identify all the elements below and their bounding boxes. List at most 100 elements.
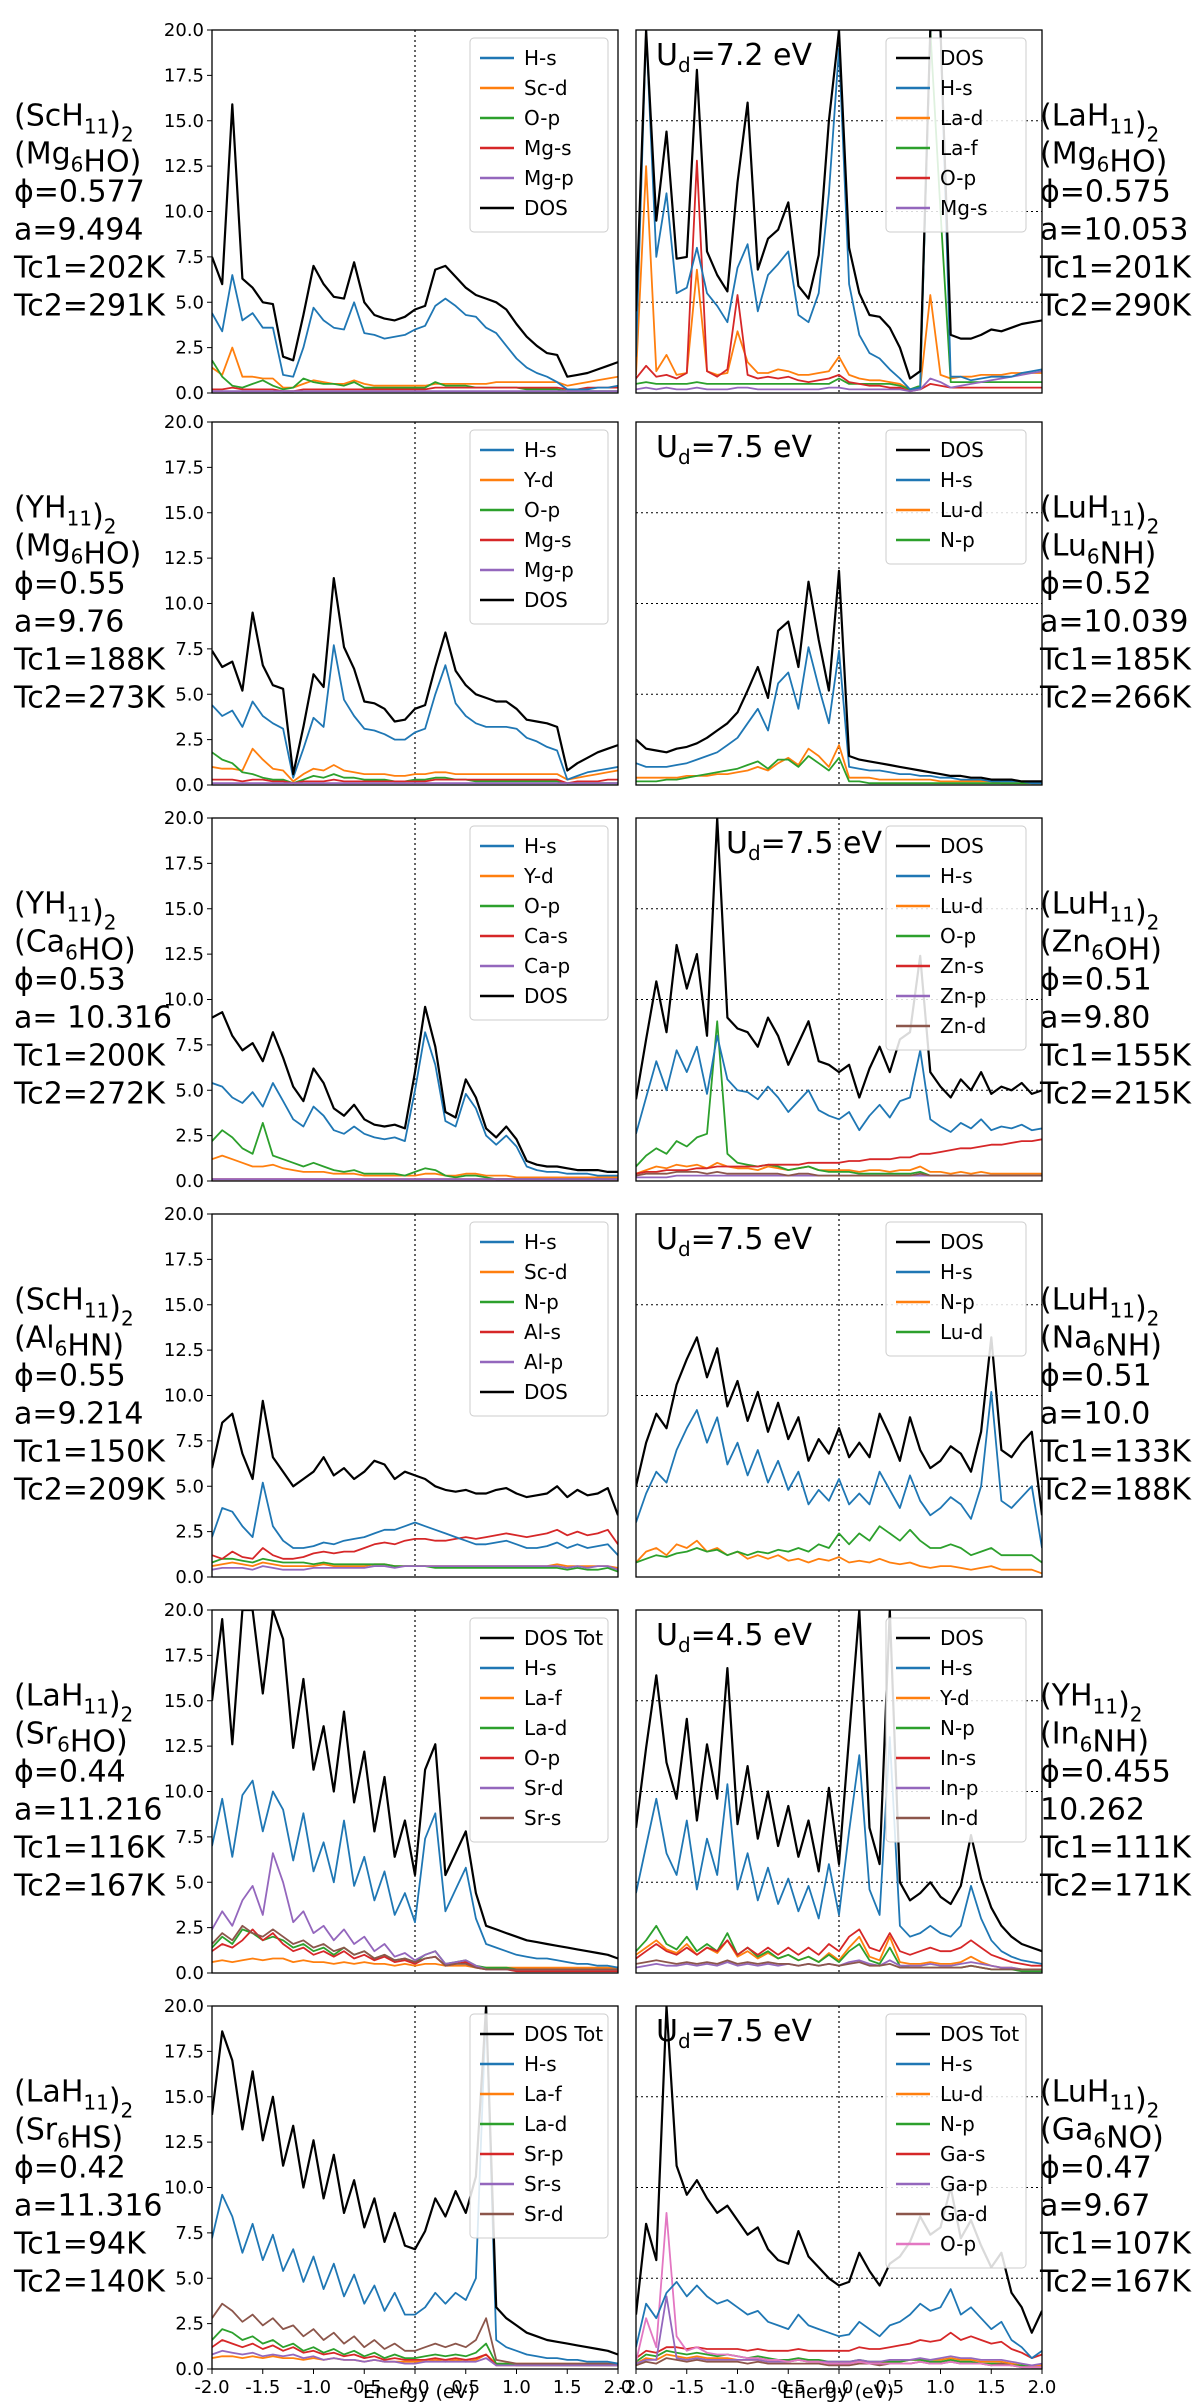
legend-entry: Sr-s	[524, 2172, 561, 2196]
y-tick-label: 10.0	[164, 990, 204, 1011]
side-label-line: a=9.214	[14, 1397, 143, 1432]
x-tick-label: 1.0	[926, 2377, 955, 2398]
legend-entry: O-p	[524, 498, 560, 522]
side-label-line: Tc1=201K	[1039, 251, 1192, 286]
legend-entry: DOS	[940, 1626, 984, 1650]
series-line-o-p	[212, 751, 618, 785]
y-tick-label: 0.0	[175, 1963, 204, 1984]
y-tick-label: 20.0	[164, 1600, 204, 1621]
series-line-n-p	[636, 1539, 1042, 1575]
panels-layer: 0.0 2.5 5.0 7.5 10.0 12.5 15.0 17.5 20.0 H-s Sc-d O…	[13, 20, 1192, 2398]
y-tick-label: 2.5	[175, 338, 204, 359]
legend-entry: Zn-s	[940, 954, 984, 978]
legend-entry: H-s	[524, 834, 557, 858]
legend-entry: O-p	[940, 166, 976, 190]
side-label-line: a=10.0	[1040, 1397, 1150, 1432]
y-tick-label: 10.0	[164, 1386, 204, 1407]
side-label-line: Tc1=200K	[13, 1039, 166, 1074]
series-line-dos	[212, 1399, 618, 1516]
plot-frame	[635, 29, 1043, 394]
y-tick-label: 12.5	[164, 1736, 204, 1757]
plot-frame	[635, 1609, 1043, 1974]
y-tick-label: 17.5	[164, 853, 204, 874]
legend-entry: Y-d	[939, 1686, 970, 1710]
side-label-line: Tc1=150K	[13, 1435, 166, 1470]
side-label-line: ϕ=0.53	[14, 963, 126, 998]
legend-entry: DOS	[940, 438, 984, 462]
side-label-line: Tc2=291K	[13, 289, 166, 324]
y-tick-label: 20.0	[164, 808, 204, 829]
legend-entry: Zn-d	[940, 1014, 986, 1038]
dos-panel-r6-right: -2.0 -1.5 -1.0 -0.5 0.0 0.5 1.0 1.5 2.0 Ud=7.5 eV…	[618, 2005, 1192, 2398]
y-tick-label: 0.0	[175, 1171, 204, 1192]
y-tick-label: 7.5	[175, 639, 204, 660]
legend-entry: Mg-s	[524, 136, 572, 160]
series-line-ga-p	[636, 2295, 1042, 2367]
legend-entry: Zn-p	[940, 984, 986, 1008]
legend-entry: H-s	[524, 438, 557, 462]
legend: DOS H-s Y-d N-p In-s In-p In-d	[885, 1617, 1027, 1843]
plot-frame	[635, 817, 1043, 1182]
legend-entry: Al-p	[524, 1350, 563, 1374]
side-label-line: ϕ=0.42	[14, 2151, 126, 2186]
y-tick-label: 12.5	[164, 944, 204, 965]
side-label-line: a=10.039	[1040, 605, 1189, 640]
side-label-line: Tc2=266K	[1039, 681, 1192, 716]
legend-entry: N-p	[940, 528, 975, 552]
side-label-line: (Ga6NO)	[1040, 2113, 1164, 2156]
y-tick-label: 15.0	[164, 2087, 204, 2108]
plot-frame	[635, 421, 1043, 786]
y-tick-label: 15.0	[164, 503, 204, 524]
legend-box	[885, 37, 1027, 233]
series-line-dos-tot	[212, 1610, 618, 1960]
side-label-line: Tc1=155K	[1039, 1039, 1192, 1074]
series-line-h-s	[212, 1031, 618, 1177]
legend-entry: O-p	[940, 2232, 976, 2256]
legend-entry: DOS Tot	[524, 1626, 603, 1650]
legend-box	[885, 1617, 1027, 1843]
side-label-line: ϕ=0.55	[14, 1359, 126, 1394]
dos-panel-r1-left: 0.0 2.5 5.0 7.5 10.0 12.5 15.0 17.5 20.0 H-s Sc-d O…	[13, 20, 619, 404]
legend-entry: N-p	[940, 1290, 975, 1314]
legend-entry: La-f	[524, 2082, 563, 2106]
y-tick-label: 5.0	[175, 1080, 204, 1101]
series-line-sc-d	[212, 346, 618, 389]
y-tick-label: 17.5	[164, 1249, 204, 1270]
legend-entry: Sc-d	[524, 76, 568, 100]
y-tick-label: 20.0	[164, 20, 204, 41]
side-label-line: ϕ=0.455	[1040, 1755, 1171, 1790]
series-line-h-s	[636, 2280, 1042, 2360]
legend: H-s Sc-d O-p Mg-s Mg-p DOS	[469, 37, 609, 233]
side-label-line: Tc2=272K	[13, 1077, 166, 1112]
side-label-line: Tc1=202K	[13, 251, 166, 286]
x-tick-label: 1.5	[553, 2377, 582, 2398]
series-line-y-d	[212, 1154, 618, 1179]
legend-entry: H-s	[524, 2052, 557, 2076]
dos-panel-r4-left: 0.0 2.5 5.0 7.5 10.0 12.5 15.0 17.5 20.0 H-s Sc-d N…	[13, 1204, 619, 1588]
legend: DOS H-s La-d La-f O-p Mg-s	[885, 37, 1027, 233]
series-line-h-s	[636, 1736, 1042, 1965]
series-line-h-s	[212, 1481, 618, 1556]
legend-entry: Ga-s	[940, 2142, 985, 2166]
y-tick-label: 2.5	[175, 730, 204, 751]
series-line-n-p	[636, 755, 1042, 785]
legend-box	[469, 1617, 609, 1843]
plot-frame	[635, 1213, 1043, 1578]
series-line-al-p	[212, 1565, 618, 1571]
x-tick-label: -1.5	[245, 2377, 280, 2398]
dos-panel-r4-right: Ud=7.5 eV DOS H-s N-p Lu-d (LuH11)2(Na6NH)ϕ=0…	[635, 1213, 1192, 1578]
dos-panel-r3-right: Ud=7.5 eV DOS H-s Lu-d O-p Zn-s Zn-p Zn-d (LuH11…	[635, 817, 1192, 1182]
series-line-dos	[636, 1610, 1042, 1953]
legend-entry: Mg-s	[524, 528, 572, 552]
series-line-o-p	[212, 359, 618, 393]
side-label-line: ϕ=0.55	[14, 567, 126, 602]
legend-entry: Mg-s	[940, 196, 988, 220]
legend-box	[469, 37, 609, 233]
legend-entry: DOS	[524, 1380, 568, 1404]
legend: DOS H-s Lu-d O-p Zn-s Zn-p Zn-d	[885, 825, 1027, 1051]
legend-entry: N-p	[940, 2112, 975, 2136]
legend: H-s Y-d O-p Ca-s Ca-p DOS	[469, 825, 609, 1021]
legend-box	[469, 429, 609, 625]
legend-entry: H-s	[940, 1260, 973, 1284]
legend-entry: O-p	[524, 894, 560, 918]
